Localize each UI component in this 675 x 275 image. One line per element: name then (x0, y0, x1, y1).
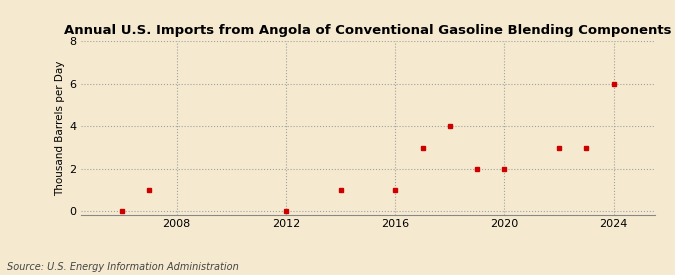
Text: Source: U.S. Energy Information Administration: Source: U.S. Energy Information Administ… (7, 262, 238, 272)
Title: Annual U.S. Imports from Angola of Conventional Gasoline Blending Components: Annual U.S. Imports from Angola of Conve… (64, 24, 672, 37)
Y-axis label: Thousand Barrels per Day: Thousand Barrels per Day (55, 60, 65, 196)
